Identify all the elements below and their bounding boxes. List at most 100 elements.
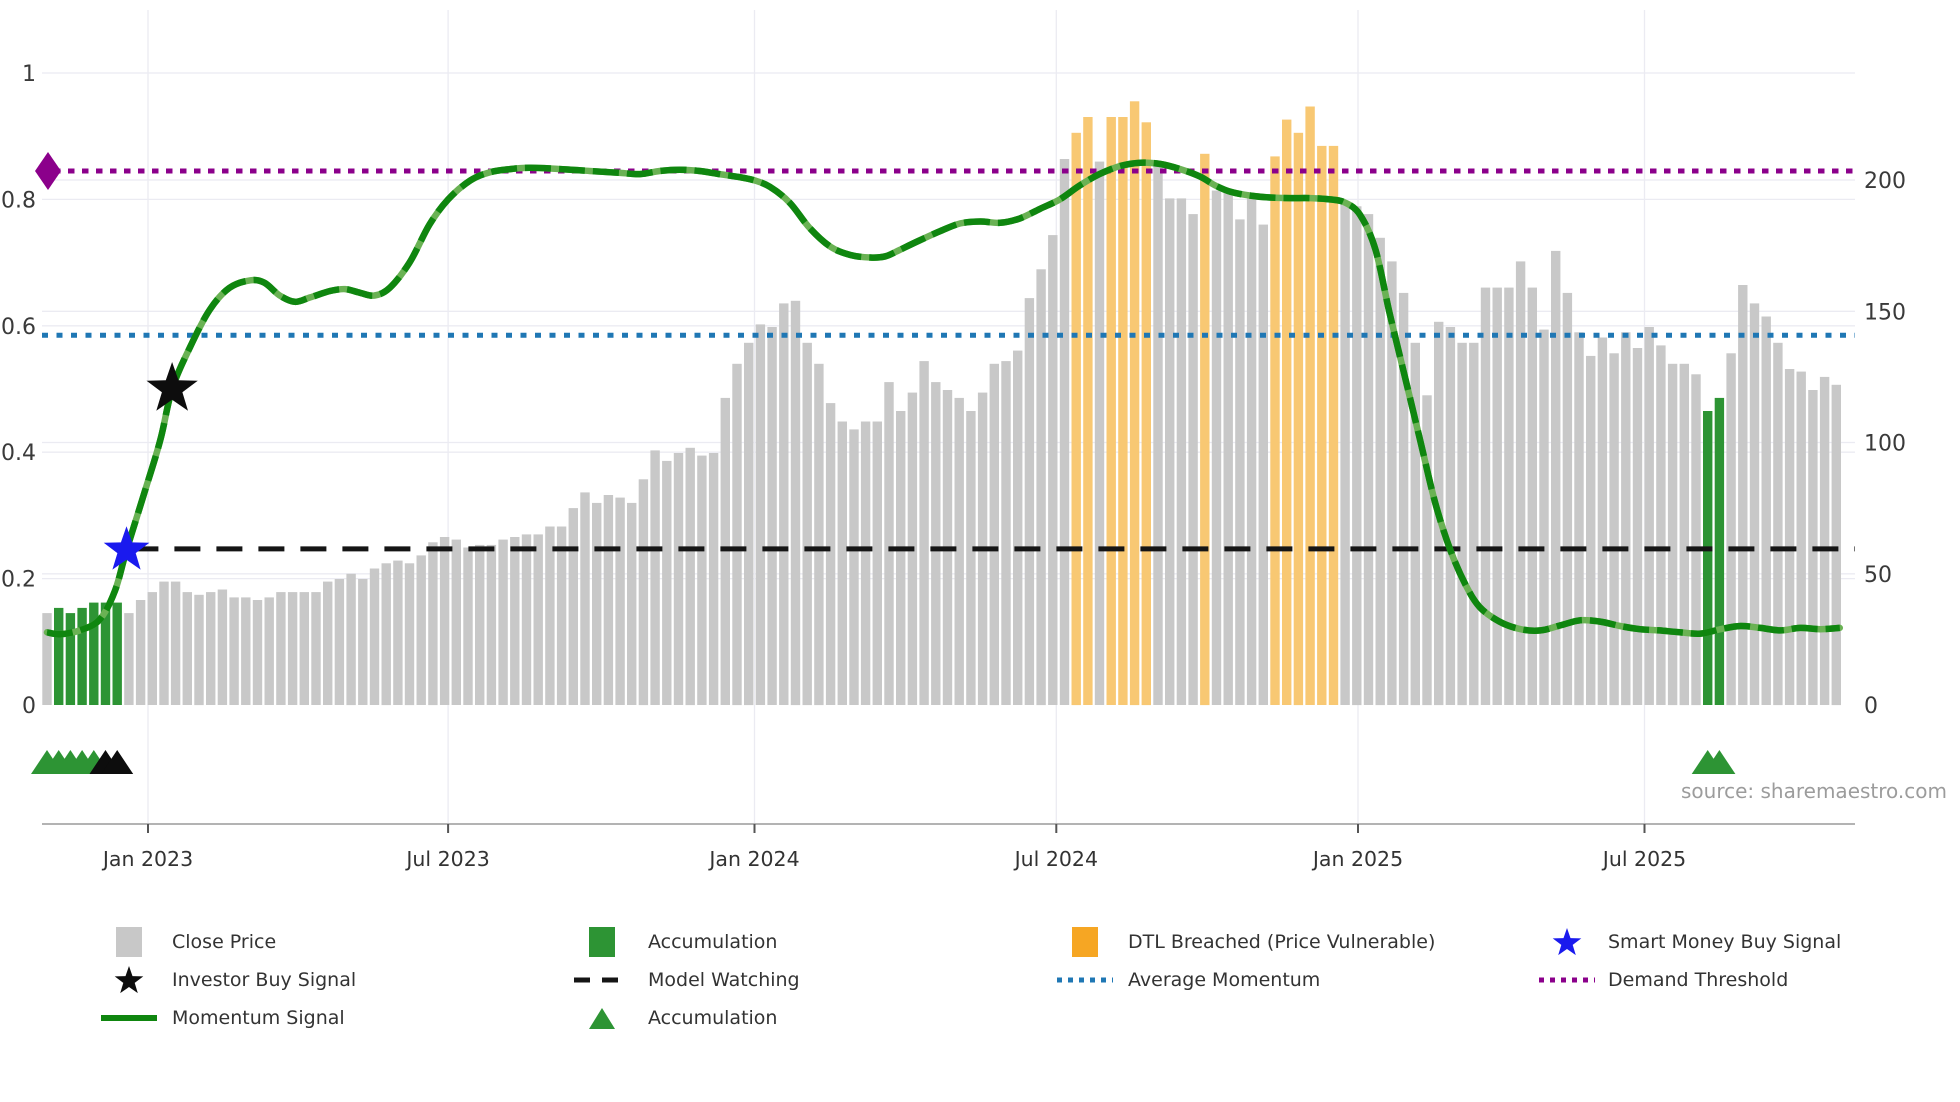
close-price-bar <box>872 421 882 705</box>
close-price-bar <box>287 592 298 705</box>
close-price-bar <box>1761 316 1771 705</box>
close-price-bar <box>206 592 216 705</box>
dtl-breached-bar <box>1071 132 1081 706</box>
close-price-bar <box>346 573 356 706</box>
close-price-bar <box>1562 292 1573 705</box>
dtl-breached-bar <box>1282 119 1292 706</box>
close-price-bar <box>323 581 333 705</box>
close-price-bar <box>252 600 263 705</box>
close-price-bar <box>498 539 508 705</box>
close-price-bar <box>650 450 660 705</box>
close-price-bar <box>1667 363 1678 706</box>
close-price-bar <box>556 526 567 705</box>
close-price-bar <box>1644 327 1654 705</box>
momentum-line <box>46 159 1841 638</box>
close-price-bar <box>1691 374 1701 706</box>
close-price-bar <box>1609 353 1619 706</box>
close-price-bar <box>1527 287 1537 705</box>
accumulation-bar <box>89 602 99 705</box>
legend-accumulation-bars: Accumulation <box>648 931 778 953</box>
close-price-bar <box>580 492 590 705</box>
accumulation-bar <box>112 602 122 705</box>
close-price-bar <box>1094 161 1105 706</box>
close-price-bar <box>124 613 134 705</box>
close-price-bar <box>662 460 672 705</box>
y-axis-left-label: 0 <box>22 694 36 719</box>
close-price-bar <box>989 363 999 706</box>
demand-threshold-marker <box>35 152 61 190</box>
close-price-bar <box>334 579 345 705</box>
close-price-bar <box>381 563 391 706</box>
dtl-breached-bar <box>1200 153 1210 706</box>
close-price-bar <box>708 453 719 705</box>
close-price-bar <box>463 547 473 705</box>
dtl-breached-bar <box>1118 117 1128 705</box>
legend-average-momentum: Average Momentum <box>1128 969 1321 991</box>
legend-close-price: Close Price <box>172 931 277 953</box>
close-price-bar <box>1445 327 1456 705</box>
dtl-breached-bar <box>1129 101 1140 706</box>
close-price-bar <box>697 455 707 705</box>
close-price-bar <box>732 363 742 706</box>
close-price-bar <box>311 592 321 705</box>
close-price-bar <box>860 421 871 705</box>
close-price-bar <box>1235 219 1245 705</box>
close-price-bar <box>685 447 695 706</box>
close-price-bar <box>1796 371 1806 705</box>
close-price-bar <box>919 361 929 705</box>
close-price-bar <box>182 592 192 705</box>
close-price-bar <box>135 600 146 705</box>
close-price-bar <box>1165 198 1175 705</box>
legend-accumulation-marker: Accumulation <box>648 1007 778 1029</box>
close-price-bar <box>966 411 976 705</box>
close-price-bar <box>1492 287 1502 705</box>
legend-dtl-breached-swatch <box>1055 926 1115 962</box>
close-price-bar <box>884 382 894 705</box>
accumulation-triangle-icon <box>1703 750 1736 774</box>
dtl-breached-bar <box>1083 117 1093 705</box>
accumulation-bar <box>100 602 111 705</box>
close-price-bar <box>1504 287 1514 705</box>
legend-momentum-signal: Momentum Signal <box>172 1007 345 1029</box>
close-price-bar <box>1246 198 1257 705</box>
legend-dtl-breached: DTL Breached (Price Vulnerable) <box>1128 931 1436 953</box>
dtl-breached-bar <box>1305 106 1315 705</box>
close-price-bar <box>217 589 228 705</box>
accumulation-bar <box>65 613 76 705</box>
close-price-bar <box>638 479 649 706</box>
close-price-bar <box>825 403 836 705</box>
close-price-bar <box>627 502 637 705</box>
close-price-bar <box>147 592 157 705</box>
close-price-bar <box>1363 214 1374 705</box>
investor-buy-signal-star-icon <box>146 362 198 411</box>
close-price-bar <box>170 581 181 705</box>
close-price-bar <box>404 563 415 706</box>
y-axis-left-label: 1 <box>22 62 36 87</box>
close-price-bar <box>521 534 532 705</box>
close-price-bar <box>1457 342 1467 706</box>
y-axis-right-label: 200 <box>1864 169 1906 194</box>
legend-smart-money-buy-signal-swatch <box>1537 926 1597 962</box>
close-price-bar <box>720 397 730 705</box>
dtl-breached-bar <box>1141 122 1151 706</box>
close-price-bar <box>744 342 754 706</box>
close-price-bar <box>1387 261 1397 705</box>
buy-signal-triangle-icon <box>101 750 134 774</box>
close-price-bar <box>1352 206 1362 706</box>
accumulation-bar <box>1714 397 1725 705</box>
close-price-bar <box>194 594 204 706</box>
close-price-bar <box>264 597 274 705</box>
close-price-bar <box>755 324 766 705</box>
close-price-bar <box>369 568 380 705</box>
legend-model-watching-swatch <box>572 964 632 1000</box>
close-price-bar <box>1001 361 1011 705</box>
close-price-bar <box>358 579 368 705</box>
close-price-bar <box>1621 332 1631 706</box>
close-price-bar <box>1656 345 1666 705</box>
close-price-bar <box>1551 250 1561 705</box>
close-price-bar <box>486 544 497 705</box>
close-price-bar <box>533 534 543 705</box>
close-price-bar <box>802 342 812 706</box>
close-price-bar <box>779 303 789 705</box>
